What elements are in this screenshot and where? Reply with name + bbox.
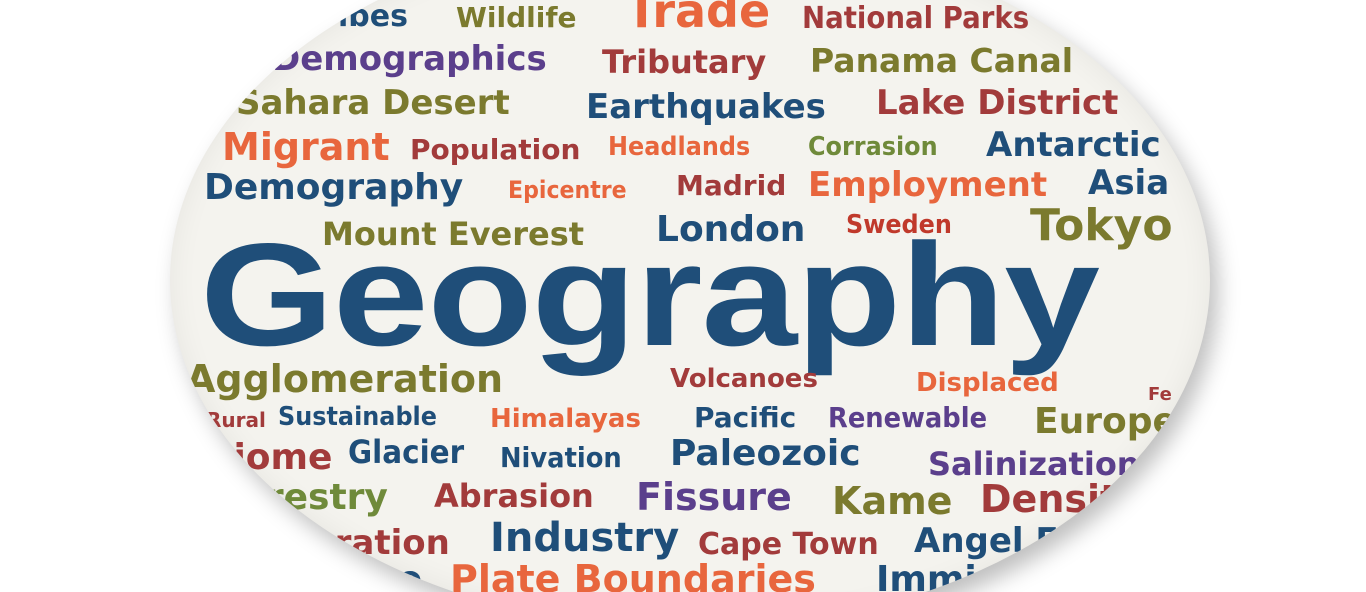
word-sahara-desert: Sahara Desert (236, 83, 510, 123)
word-population: Population (410, 133, 581, 166)
word-himalayas: Himalayas (490, 404, 641, 434)
word-abrasion: Abrasion (434, 477, 594, 515)
word-earthquakes: Earthquakes (586, 87, 826, 127)
word-sweden: Sweden (846, 210, 952, 240)
word-immigrant: Immigrant (876, 559, 1088, 592)
word-madrid: Madrid (676, 169, 787, 202)
word-national-parks: National Parks (802, 1, 1030, 36)
word-migrant: Migrant (222, 125, 390, 169)
word-rural: Rural (206, 408, 266, 432)
word-biome: Biome (206, 437, 333, 478)
word-demographics: Demographics (272, 39, 547, 79)
word-lake-district: Lake District (876, 83, 1119, 123)
word-kame: Kame (832, 479, 953, 523)
word-tokyo: Tokyo (1030, 200, 1173, 251)
word-cloud: Tribes Wildlife Trade National Parks Dem… (170, 0, 1210, 592)
word-fe: Fe (1148, 384, 1172, 405)
word-pacific: Pacific (694, 401, 797, 434)
white-disc: Tribes Wildlife Trade National Parks Dem… (170, 0, 1210, 592)
word-london: London (656, 209, 806, 250)
word-corrasion: Corrasion (808, 132, 938, 162)
word-trade: Trade (626, 0, 771, 38)
word-headlands: Headlands (608, 132, 751, 162)
word-panama-canal: Panama Canal (810, 41, 1074, 80)
word-fissure: Fissure (636, 475, 792, 519)
word-industry: Industry (490, 515, 680, 561)
word-renewable: Renewable (828, 401, 988, 434)
word-sustainable: Sustainable (278, 402, 437, 432)
word-paleozoic: Paleozoic (670, 433, 861, 474)
word-agglomeration: Agglomeration (186, 357, 504, 401)
word-cape-town: Cape Town (698, 527, 879, 562)
word-displaced: Displaced (916, 368, 1059, 398)
word-salinization: Salinization (928, 445, 1140, 483)
word-geography: Geography (200, 213, 1100, 376)
word-density: Density (980, 477, 1143, 521)
word-glacier: Glacier (348, 433, 465, 471)
word-angel-falls: Angel Falls (914, 521, 1124, 561)
word-wildlife: Wildlife (456, 1, 577, 34)
word-plate-boundaries: Plate Boundaries (450, 557, 816, 592)
word-tribes: Tribes (306, 0, 408, 34)
word-mount-everest: Mount Everest (322, 215, 585, 253)
word-emigration: Emigration (240, 523, 450, 563)
word-asia: Asia (1088, 163, 1170, 203)
word-epicentre: Epicentre (508, 176, 627, 204)
word-volcanoes: Volcanoes (670, 364, 818, 394)
word-antarctic: Antarctic (986, 125, 1161, 165)
word-employment: Employment (808, 165, 1048, 205)
word-europe: Europe (1034, 401, 1177, 442)
word-cyclone: Cyclone (264, 559, 423, 592)
word-demography: Demography (204, 167, 464, 208)
word-tributary: Tributary (602, 43, 767, 81)
word-forestry: Forestry (218, 477, 388, 518)
word-nivation: Nivation (500, 441, 622, 474)
